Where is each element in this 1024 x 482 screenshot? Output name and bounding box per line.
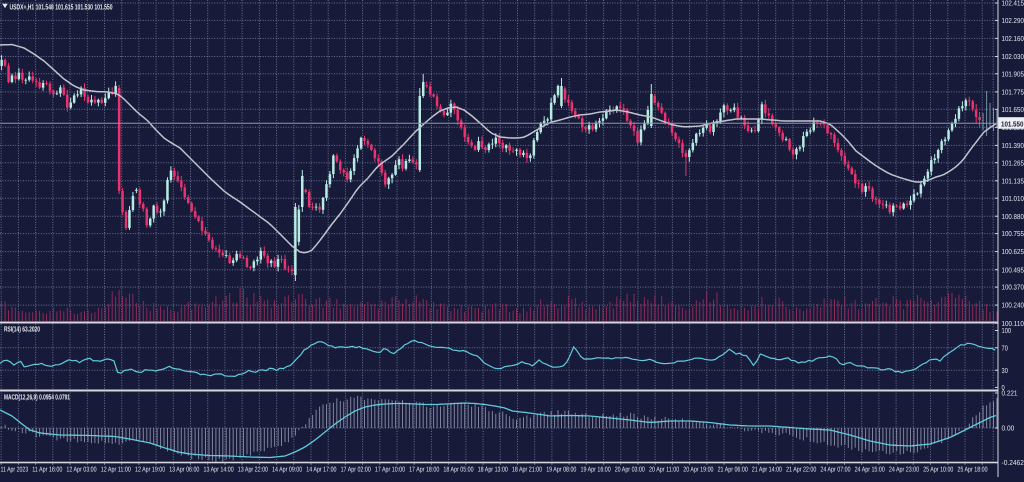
svg-text:21 Apr 22:00: 21 Apr 22:00 — [786, 467, 816, 474]
svg-text:100.240: 100.240 — [1002, 301, 1024, 310]
svg-text:20 Apr 11:00: 20 Apr 11:00 — [649, 467, 679, 474]
svg-text:18 Apr 05:00: 18 Apr 05:00 — [443, 467, 473, 474]
svg-text:14 Apr 09:00: 14 Apr 09:00 — [272, 467, 302, 474]
svg-text:101.550: 101.550 — [1001, 120, 1023, 129]
svg-text:12 Apr 03:00: 12 Apr 03:00 — [66, 467, 96, 474]
svg-text:RSI(14) 63.2020: RSI(14) 63.2020 — [4, 325, 40, 334]
svg-text:18 Apr 21:00: 18 Apr 21:00 — [512, 467, 542, 474]
svg-text:24 Apr 15:00: 24 Apr 15:00 — [855, 467, 885, 474]
svg-text:13 Apr 14:00: 13 Apr 14:00 — [204, 467, 234, 474]
svg-text:12 Apr 19:00: 12 Apr 19:00 — [135, 467, 165, 474]
svg-text:17 Apr 10:00: 17 Apr 10:00 — [375, 467, 405, 474]
svg-text:MACD(12,26,9) 0.0954 0.0791: MACD(12,26,9) 0.0954 0.0791 — [4, 393, 70, 402]
svg-text:101.905: 101.905 — [1002, 69, 1024, 78]
svg-text:11 Apr 16:00: 11 Apr 16:00 — [32, 467, 62, 474]
svg-text:102.160: 102.160 — [1002, 34, 1024, 43]
svg-text:11 Apr 2023: 11 Apr 2023 — [1, 467, 29, 474]
svg-text:101.265: 101.265 — [1002, 158, 1024, 167]
svg-text:19 Apr 08:00: 19 Apr 08:00 — [546, 467, 576, 474]
svg-text:100.880: 100.880 — [1002, 212, 1024, 221]
svg-text:17 Apr 18:00: 17 Apr 18:00 — [409, 467, 439, 474]
svg-text:20 Apr 19:00: 20 Apr 19:00 — [683, 467, 713, 474]
svg-text:14 Apr 17:00: 14 Apr 17:00 — [306, 467, 336, 474]
svg-text:101.650: 101.650 — [1002, 105, 1024, 114]
svg-text:21 Apr 14:00: 21 Apr 14:00 — [752, 467, 782, 474]
svg-text:100.755: 100.755 — [1002, 229, 1024, 238]
svg-text:0.221: 0.221 — [1002, 389, 1018, 398]
svg-text:100.495: 100.495 — [1002, 265, 1024, 274]
svg-text:101.010: 101.010 — [1002, 194, 1024, 203]
svg-text:100: 100 — [1002, 326, 1012, 335]
svg-text:102.030: 102.030 — [1002, 52, 1024, 61]
svg-text:USDX+,H1 101.548 101.615 101.5: USDX+,H1 101.548 101.615 101.530 101.550 — [10, 3, 113, 12]
svg-text:13 Apr 06:00: 13 Apr 06:00 — [169, 467, 199, 474]
svg-text:-0.2462: -0.2462 — [1002, 458, 1024, 467]
svg-text:18 Apr 13:00: 18 Apr 13:00 — [478, 467, 508, 474]
svg-text:30: 30 — [1002, 366, 1008, 375]
svg-text:101.390: 101.390 — [1002, 141, 1024, 150]
svg-text:17 Apr 02:00: 17 Apr 02:00 — [341, 467, 371, 474]
svg-text:0.00: 0.00 — [1002, 424, 1015, 433]
svg-text:24 Apr 07:00: 24 Apr 07:00 — [820, 467, 850, 474]
svg-text:21 Apr 06:00: 21 Apr 06:00 — [718, 467, 748, 474]
svg-text:100.370: 100.370 — [1002, 283, 1024, 292]
svg-text:13 Apr 22:00: 13 Apr 22:00 — [238, 467, 268, 474]
svg-text:12 Apr 11:00: 12 Apr 11:00 — [101, 467, 131, 474]
svg-text:102.290: 102.290 — [1002, 16, 1024, 25]
svg-text:25 Apr 10:00: 25 Apr 10:00 — [923, 467, 953, 474]
svg-text:101.135: 101.135 — [1002, 176, 1024, 185]
svg-text:19 Apr 16:00: 19 Apr 16:00 — [581, 467, 611, 474]
svg-text:70: 70 — [1002, 343, 1008, 352]
svg-text:101.775: 101.775 — [1002, 88, 1024, 97]
svg-text:20 Apr 03:00: 20 Apr 03:00 — [615, 467, 645, 474]
svg-text:24 Apr 23:00: 24 Apr 23:00 — [889, 467, 919, 474]
svg-text:25 Apr 18:00: 25 Apr 18:00 — [957, 467, 987, 474]
svg-text:102.415: 102.415 — [1002, 0, 1024, 8]
svg-text:100.625: 100.625 — [1002, 247, 1024, 256]
